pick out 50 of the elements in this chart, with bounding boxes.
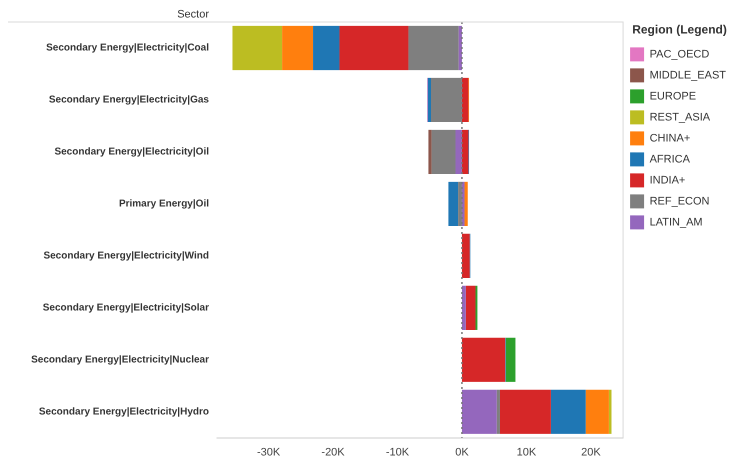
legend-label: MIDDLE_EAST xyxy=(650,69,726,82)
bar xyxy=(462,286,466,330)
legend-label: INDIA+ xyxy=(650,174,686,186)
bar xyxy=(313,26,340,70)
bar xyxy=(462,78,468,122)
bar xyxy=(500,390,551,434)
y-tick-label: Primary Energy|Oil xyxy=(118,198,210,210)
legend-label: EUROPE xyxy=(650,90,696,102)
legend-label: LATIN_AM xyxy=(650,216,703,228)
legend-label: REF_ECON xyxy=(650,195,710,208)
bar xyxy=(428,78,432,122)
bar xyxy=(408,26,459,70)
bar xyxy=(428,130,432,174)
y-axis-title: Sector xyxy=(177,8,210,21)
x-tick-label: 0K xyxy=(455,446,470,458)
bar xyxy=(339,26,408,70)
legend-label: REST_ASIA xyxy=(650,111,711,124)
legend-label: AFRICA xyxy=(650,153,691,166)
x-tick-label: -20K xyxy=(321,446,346,458)
bar xyxy=(462,390,497,434)
bar xyxy=(282,26,314,70)
x-tick-label: -10K xyxy=(386,446,410,458)
bar xyxy=(464,182,468,226)
y-tick-label: Secondary Energy|Electricity|Hydro xyxy=(38,406,209,418)
x-tick-label: 20K xyxy=(581,446,602,458)
bar xyxy=(586,390,609,434)
bar xyxy=(550,390,586,434)
bar xyxy=(448,182,458,226)
bar xyxy=(462,130,468,174)
legend-title: Region (Legend) xyxy=(632,22,727,36)
y-tick-label: Secondary Energy|Electricity|Solar xyxy=(42,302,210,314)
bar xyxy=(232,26,282,70)
legend-label: PAC_OECD xyxy=(650,48,710,60)
bar xyxy=(506,338,516,382)
y-tick-label: Secondary Energy|Electricity|Wind xyxy=(43,250,209,262)
bar xyxy=(432,130,456,174)
bar xyxy=(496,390,500,434)
bar xyxy=(462,234,470,278)
bar xyxy=(456,130,462,174)
bar xyxy=(608,390,612,434)
bar xyxy=(466,286,476,330)
legend-label: CHINA+ xyxy=(650,132,690,144)
y-tick-label: Secondary Energy|Electricity|Coal xyxy=(46,42,210,54)
bar xyxy=(462,338,506,382)
y-tick-label: Secondary Energy|Electricity|Oil xyxy=(54,146,210,158)
y-tick-label: Secondary Energy|Electricity|Gas xyxy=(48,94,210,106)
x-tick-label: 10K xyxy=(516,446,537,458)
bar xyxy=(458,26,462,70)
x-tick-label: -30K xyxy=(256,446,281,458)
y-tick-label: Secondary Energy|Electricity|Nuclear xyxy=(31,354,210,366)
